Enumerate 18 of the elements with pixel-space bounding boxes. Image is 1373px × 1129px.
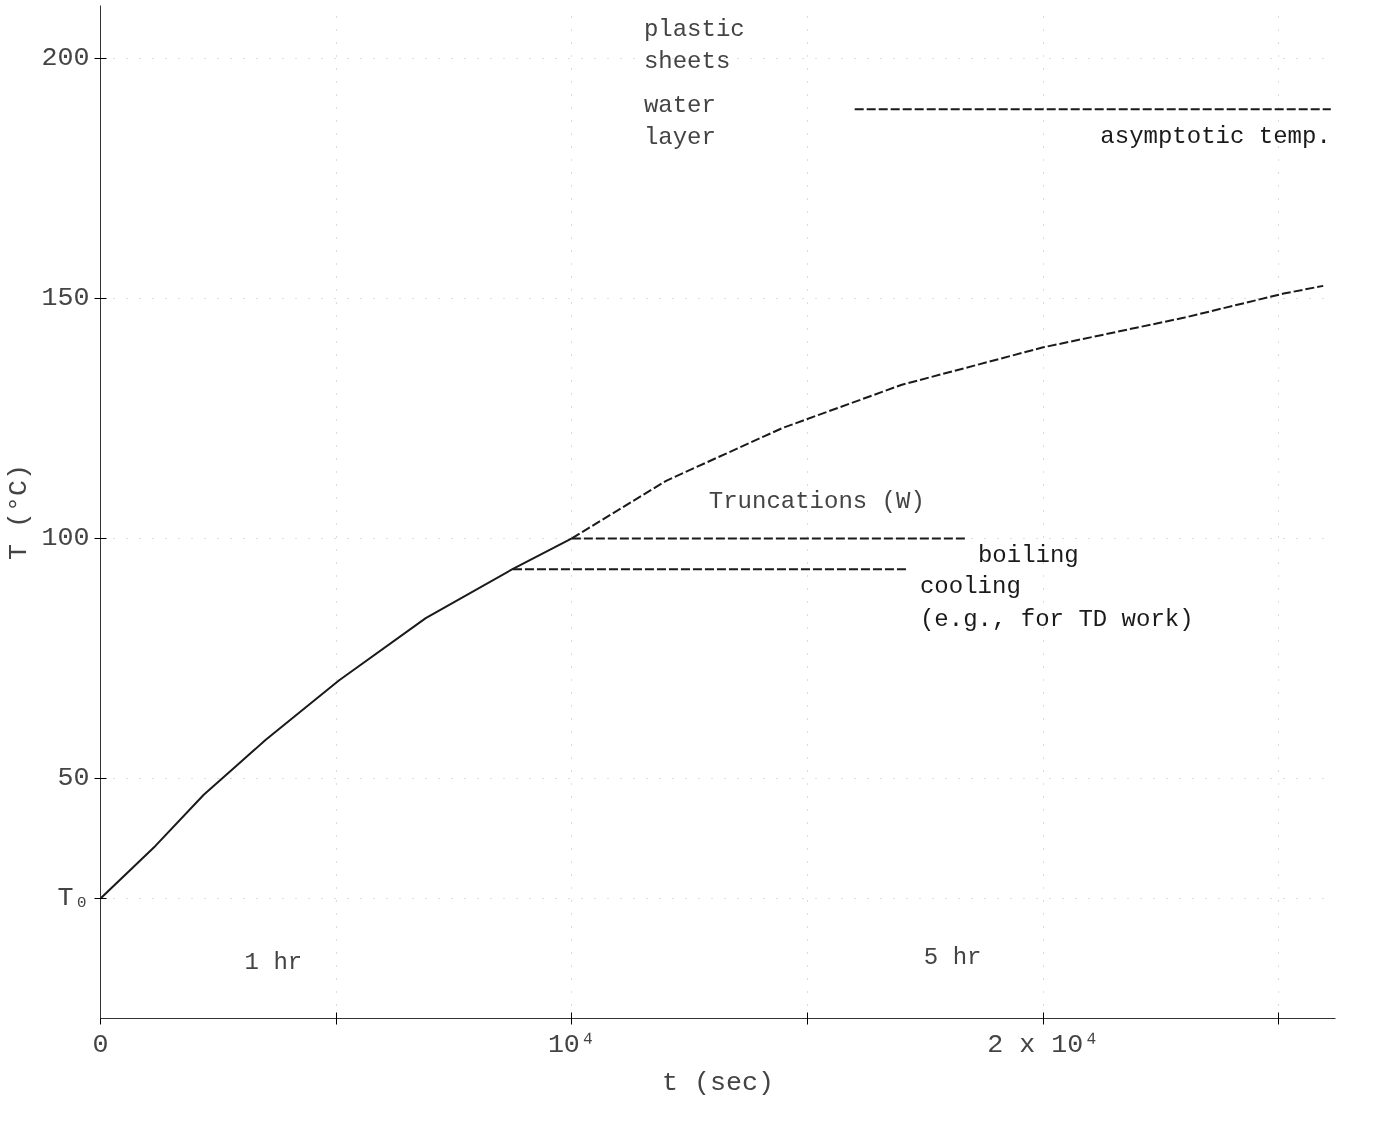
series-label: boiling bbox=[977, 542, 1079, 570]
x-tick-label: 0 bbox=[92, 1029, 109, 1060]
annotation: plastic sheets bbox=[643, 15, 745, 76]
annotation: 5 hr bbox=[923, 944, 982, 972]
y-axis-title: T (°C) bbox=[3, 464, 34, 560]
annotation: 1 hr bbox=[244, 949, 303, 977]
x-tick-label: 10⁴ bbox=[547, 1029, 596, 1060]
series-label: asymptotic temp. bbox=[1100, 123, 1331, 151]
y-tick-label: 50 bbox=[57, 763, 90, 794]
annotation: Truncations (W) bbox=[708, 488, 925, 516]
annotation: water layer bbox=[643, 91, 716, 152]
y-tick-label: T₀ bbox=[57, 883, 90, 914]
y-tick-label: 200 bbox=[41, 43, 90, 74]
y-tick-label: 100 bbox=[41, 523, 90, 554]
series-label: cooling (e.g., for TD work) bbox=[919, 573, 1194, 633]
y-tick-label: 150 bbox=[41, 283, 90, 314]
x-axis-title: t (sec) bbox=[662, 1067, 774, 1098]
x-tick-label: 2 x 10⁴ bbox=[987, 1029, 1100, 1060]
